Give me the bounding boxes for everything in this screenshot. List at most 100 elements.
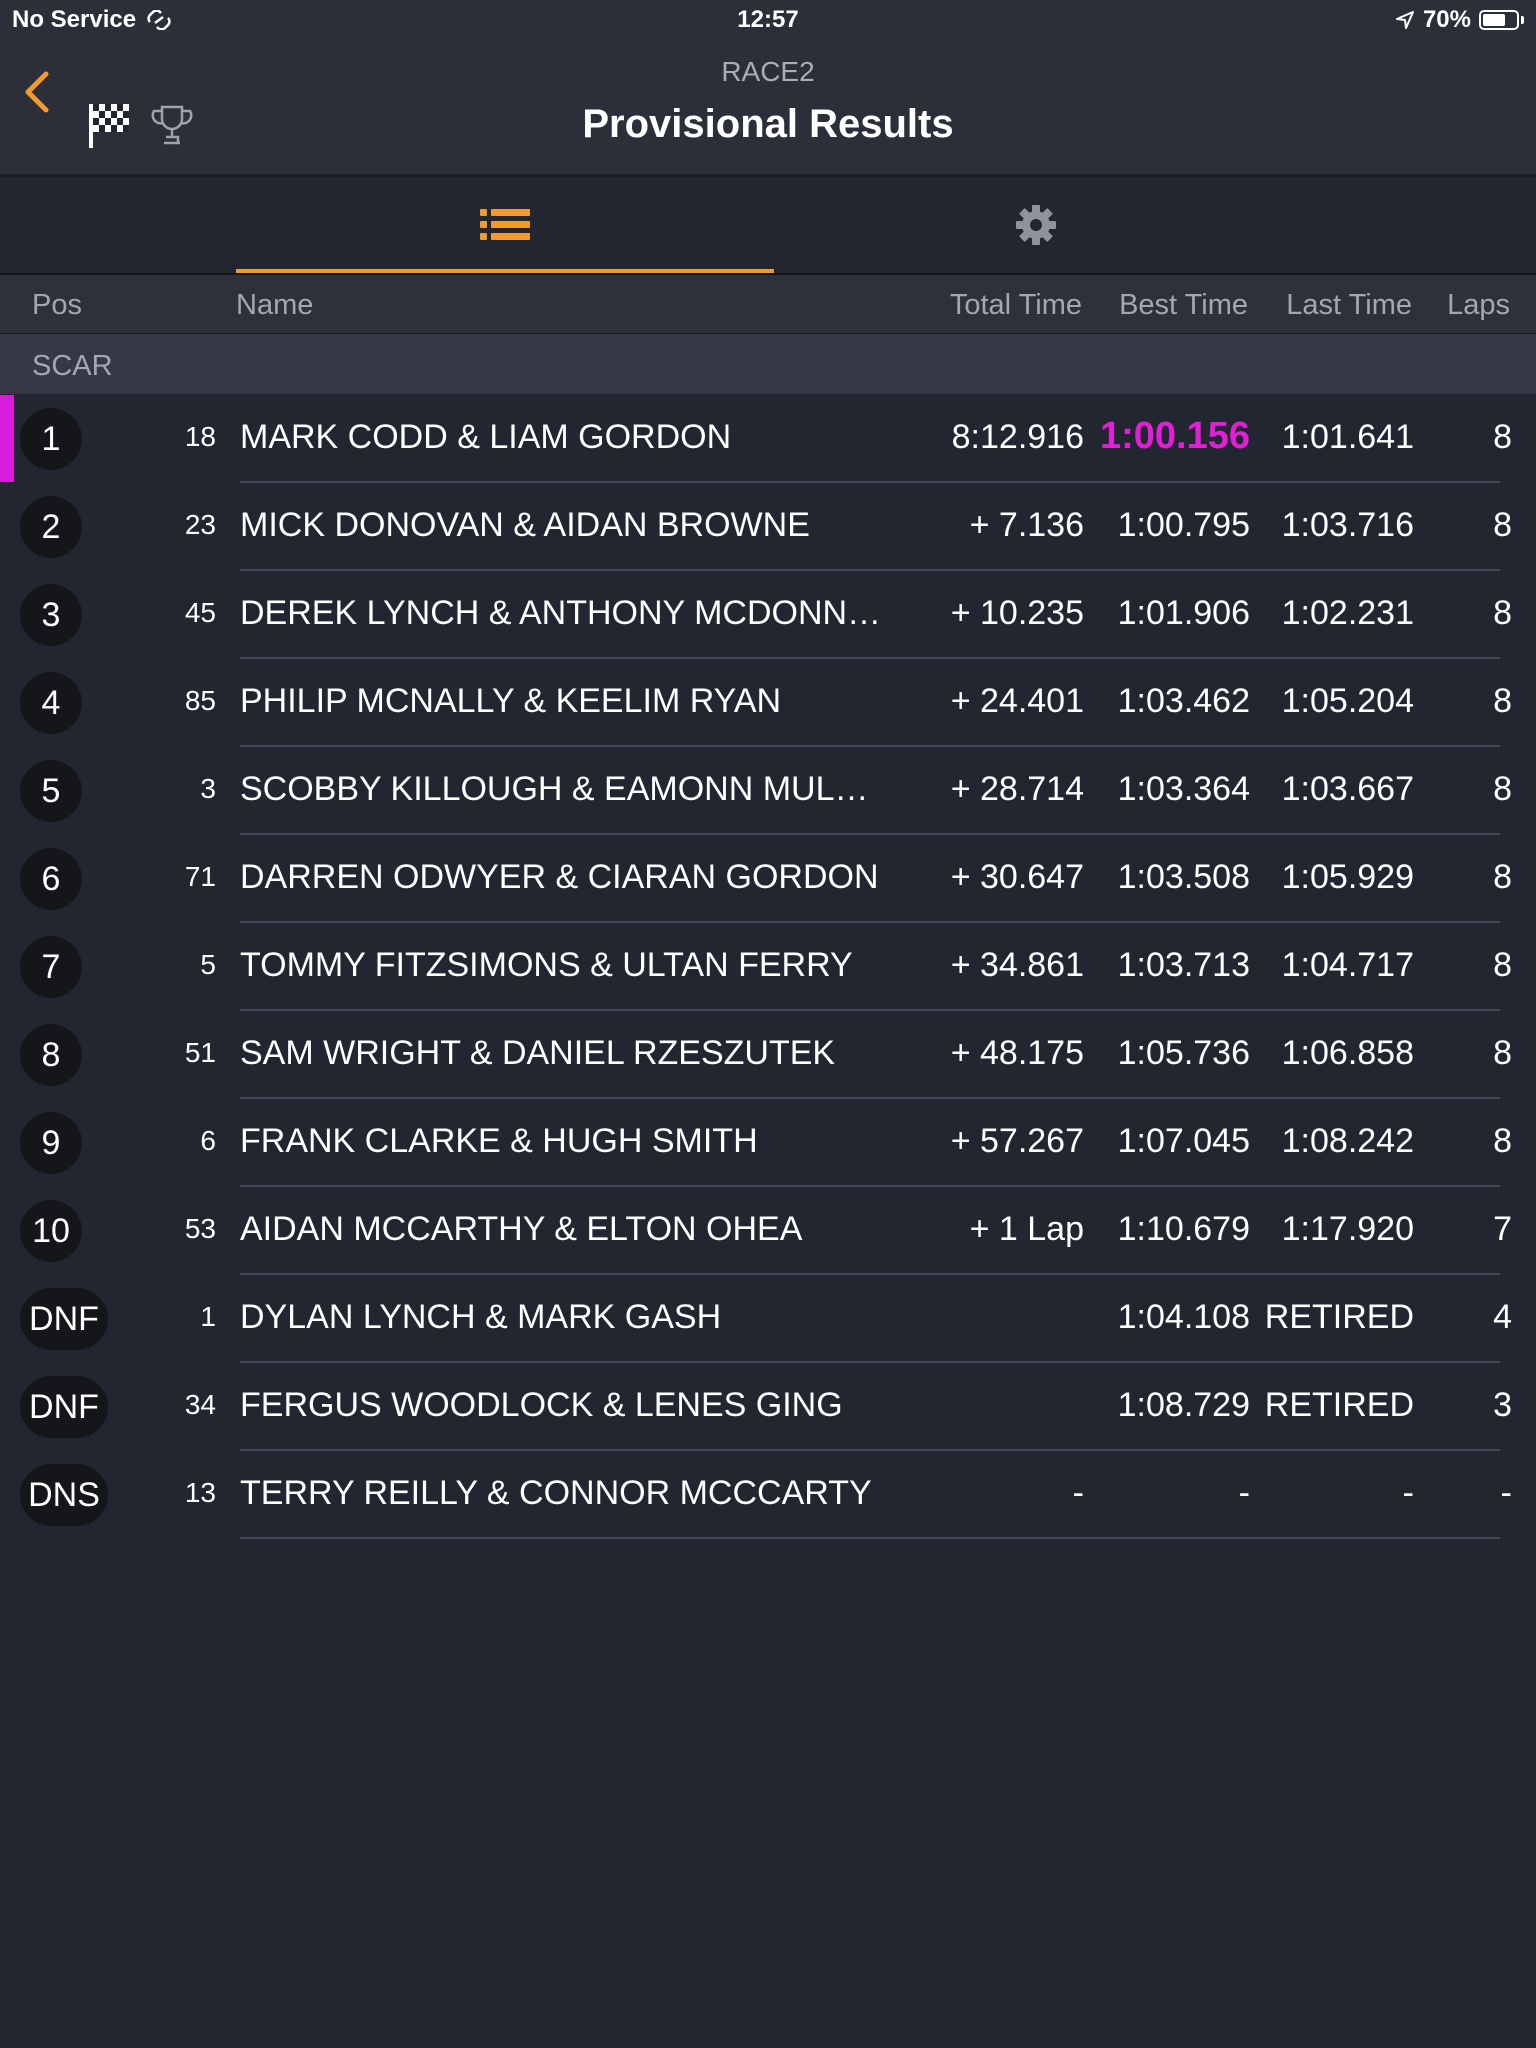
page-title: Provisional Results xyxy=(582,102,954,146)
result-row[interactable]: 1 18 MARK CODD & LIAM GORDON 8:12.916 1:00.1… xyxy=(0,395,1536,483)
laps-count: 3 xyxy=(1493,1386,1512,1424)
laps-count: - xyxy=(1500,1474,1512,1512)
link-icon xyxy=(147,10,171,30)
last-time: 1:08.242 xyxy=(1281,1122,1414,1160)
position-badge: 2 xyxy=(20,496,82,558)
result-row[interactable]: 3 45 DEREK LYNCH & ANTHONY MCDONN… + 10.235… xyxy=(0,571,1536,659)
car-number: 23 xyxy=(184,509,216,540)
best-time: 1:05.736 xyxy=(1117,1034,1250,1072)
back-chevron-icon[interactable] xyxy=(18,60,58,120)
carrier-label: No Service xyxy=(12,6,137,33)
result-row[interactable]: DNS 13 TERRY REILLY & CONNOR MCCCARTY - - - - xyxy=(0,1451,1536,1539)
total-time: + 48.175 xyxy=(950,1034,1084,1072)
position-badge: 5 xyxy=(20,760,82,822)
last-time: 1:17.920 xyxy=(1281,1210,1414,1248)
position-badge: 9 xyxy=(20,1112,82,1174)
laps-count: 8 xyxy=(1493,418,1512,456)
result-row[interactable]: 5 3 SCOBBY KILLOUGH & EAMONN MUL… + 28.714 1… xyxy=(0,747,1536,835)
result-row[interactable]: 7 5 TOMMY FITZSIMONS & ULTAN FERRY + 34.861… xyxy=(0,923,1536,1011)
column-header-row: Pos Name Total Time Best Time Last Time … xyxy=(0,275,1536,334)
status-bar: No Service 12:57 70% xyxy=(0,0,1536,40)
status-left: No Service xyxy=(12,6,172,34)
car-number: 71 xyxy=(184,861,216,892)
total-time: + 7.136 xyxy=(969,506,1084,544)
total-time: + 30.647 xyxy=(950,858,1084,896)
position-badge: DNF xyxy=(20,1376,108,1438)
position-badge: 7 xyxy=(20,936,82,998)
checkered-flag-icon[interactable] xyxy=(86,100,132,150)
laps-count: 8 xyxy=(1493,946,1512,984)
position-badge: 4 xyxy=(20,672,82,734)
result-row[interactable]: 8 51 SAM WRIGHT & DANIEL RZESZUTEK + 48.175… xyxy=(0,1011,1536,1099)
last-time: - xyxy=(1402,1474,1414,1512)
class-group-label: SCAR xyxy=(32,350,113,382)
race-subtitle: RACE2 xyxy=(721,56,815,87)
gear-icon xyxy=(1016,205,1056,245)
driver-names: TERRY REILLY & CONNOR MCCCARTY xyxy=(240,1474,872,1512)
location-arrow-icon xyxy=(1395,11,1414,29)
result-row[interactable]: DNF 34 FERGUS WOODLOCK & LENES GING 1:08.72… xyxy=(0,1363,1536,1451)
laps-count: 7 xyxy=(1493,1210,1512,1248)
col-name[interactable]: Name xyxy=(236,289,314,321)
best-time: 1:04.108 xyxy=(1117,1298,1250,1336)
header-icons xyxy=(86,100,194,150)
results-table: 1 18 MARK CODD & LIAM GORDON 8:12.916 1:00.1… xyxy=(0,395,1536,1539)
position-badge: 8 xyxy=(20,1024,82,1086)
tab-results-list[interactable] xyxy=(236,177,774,273)
col-pos[interactable]: Pos xyxy=(32,289,82,321)
last-time: RETIRED xyxy=(1264,1386,1414,1424)
best-time: 1:03.713 xyxy=(1117,946,1250,984)
tab-settings[interactable] xyxy=(774,177,1298,273)
laps-count: 8 xyxy=(1493,1034,1512,1072)
col-best-time[interactable]: Best Time xyxy=(1119,289,1248,321)
laps-count: 8 xyxy=(1493,858,1512,896)
car-number: 85 xyxy=(184,685,216,716)
trophy-icon[interactable] xyxy=(150,103,194,147)
col-laps[interactable]: Laps xyxy=(1447,289,1510,321)
car-number: 13 xyxy=(184,1477,216,1508)
driver-names: SCOBBY KILLOUGH & EAMONN MUL… xyxy=(240,770,869,808)
car-number: 5 xyxy=(200,949,216,980)
best-time: 1:03.462 xyxy=(1117,682,1250,720)
col-last-time[interactable]: Last Time xyxy=(1286,289,1412,321)
result-row[interactable]: 4 85 PHILIP MCNALLY & KEELIM RYAN + 24.401 1… xyxy=(0,659,1536,747)
laps-count: 8 xyxy=(1493,594,1512,632)
col-total-time[interactable]: Total Time xyxy=(949,289,1082,321)
result-row[interactable]: DNF 1 DYLAN LYNCH & MARK GASH 1:04.108 RETIR… xyxy=(0,1275,1536,1363)
laps-count: 8 xyxy=(1493,770,1512,808)
result-row[interactable]: 2 23 MICK DONOVAN & AIDAN BROWNE + 7.136 1:0… xyxy=(0,483,1536,571)
laps-count: 8 xyxy=(1493,682,1512,720)
nav-header: RACE2 Provisional Results xyxy=(0,40,1536,177)
car-number: 34 xyxy=(184,1389,216,1420)
result-row[interactable]: 10 53 AIDAN MCCARTHY & ELTON OHEA + 1 Lap 1:… xyxy=(0,1187,1536,1275)
tab-bar xyxy=(0,177,1536,275)
driver-names: DEREK LYNCH & ANTHONY MCDONN… xyxy=(240,594,882,632)
driver-names: SAM WRIGHT & DANIEL RZESZUTEK xyxy=(240,1034,836,1072)
last-time: 1:06.858 xyxy=(1281,1034,1414,1072)
result-row[interactable]: 9 6 FRANK CLARKE & HUGH SMITH + 57.267 1:07.… xyxy=(0,1099,1536,1187)
driver-names: FERGUS WOODLOCK & LENES GING xyxy=(240,1386,843,1424)
last-time: 1:02.231 xyxy=(1281,594,1414,632)
battery-percent: 70% xyxy=(1422,6,1471,33)
total-time: 8:12.916 xyxy=(951,418,1084,456)
best-time: 1:03.364 xyxy=(1117,770,1250,808)
best-time: 1:00.795 xyxy=(1117,506,1250,544)
position-badge: 1 xyxy=(20,408,82,470)
last-time: 1:04.717 xyxy=(1281,946,1414,984)
total-time: + 34.861 xyxy=(950,946,1084,984)
last-time: 1:01.641 xyxy=(1281,418,1414,456)
best-time: 1:01.906 xyxy=(1117,594,1250,632)
laps-count: 8 xyxy=(1493,1122,1512,1160)
car-number: 45 xyxy=(184,597,216,628)
driver-names: FRANK CLARKE & HUGH SMITH xyxy=(240,1122,758,1160)
class-group-header: SCAR xyxy=(0,334,1536,394)
list-icon xyxy=(480,209,530,240)
car-number: 6 xyxy=(200,1125,216,1156)
position-badge: DNS xyxy=(20,1464,108,1526)
result-row[interactable]: 6 71 DARREN ODWYER & CIARAN GORDON + 30.647… xyxy=(0,835,1536,923)
driver-names: DARREN ODWYER & CIARAN GORDON xyxy=(240,858,879,896)
car-number: 51 xyxy=(184,1037,216,1068)
laps-count: 4 xyxy=(1493,1298,1512,1336)
total-time: + 24.401 xyxy=(950,682,1084,720)
total-time: - xyxy=(1072,1474,1084,1512)
